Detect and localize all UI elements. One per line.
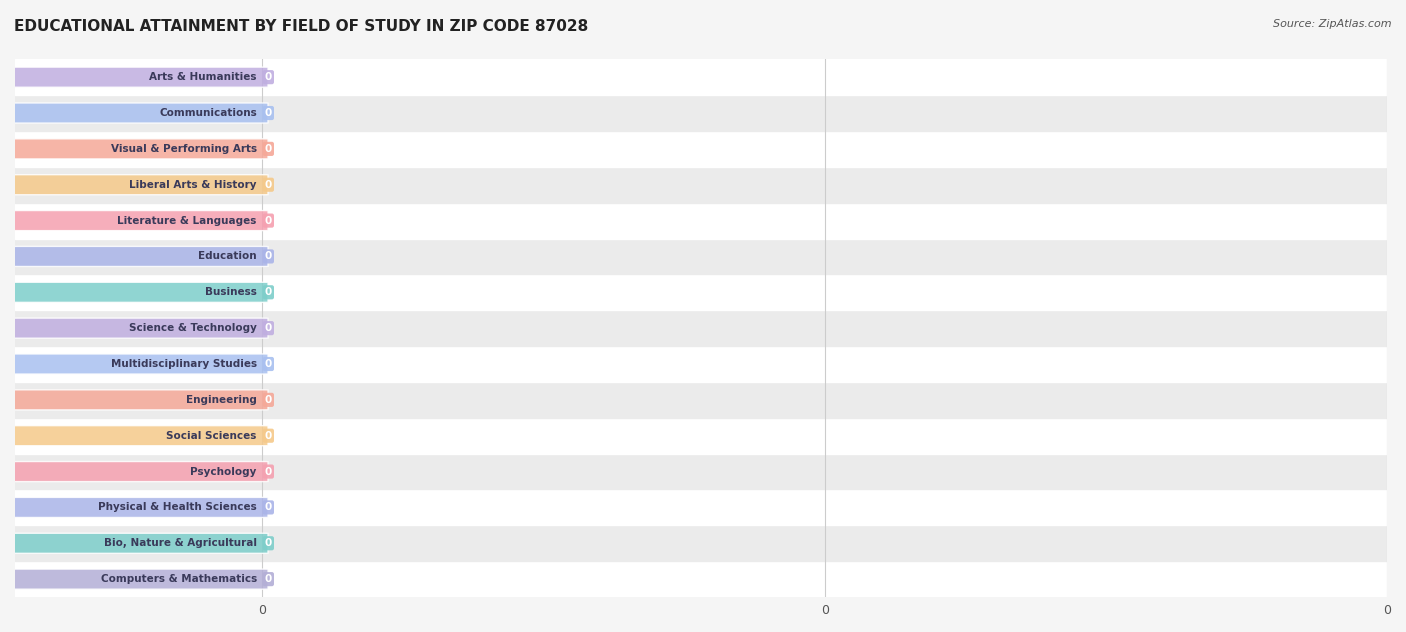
FancyBboxPatch shape [11, 283, 269, 302]
Bar [15, 203, 1386, 238]
Text: 0: 0 [264, 216, 271, 226]
Text: Education: Education [198, 252, 257, 262]
FancyBboxPatch shape [11, 533, 269, 553]
Bar [15, 490, 1386, 525]
Text: 0: 0 [264, 502, 271, 513]
Text: 0: 0 [264, 288, 271, 297]
Text: 0: 0 [264, 179, 271, 190]
Text: Liberal Arts & History: Liberal Arts & History [129, 179, 257, 190]
FancyBboxPatch shape [11, 174, 269, 195]
Text: 0: 0 [264, 108, 271, 118]
Text: Multidisciplinary Studies: Multidisciplinary Studies [111, 359, 257, 369]
Text: 0: 0 [264, 323, 271, 333]
Text: Science & Technology: Science & Technology [129, 323, 257, 333]
FancyBboxPatch shape [11, 210, 269, 231]
Bar [15, 274, 1386, 310]
FancyBboxPatch shape [11, 246, 269, 267]
Text: Business: Business [205, 288, 257, 297]
Text: Computers & Mathematics: Computers & Mathematics [101, 574, 257, 584]
FancyBboxPatch shape [11, 497, 269, 518]
FancyBboxPatch shape [11, 318, 269, 338]
Bar [15, 454, 1386, 490]
Bar [15, 59, 1386, 95]
Text: Visual & Performing Arts: Visual & Performing Arts [111, 144, 257, 154]
Text: EDUCATIONAL ATTAINMENT BY FIELD OF STUDY IN ZIP CODE 87028: EDUCATIONAL ATTAINMENT BY FIELD OF STUDY… [14, 19, 588, 34]
Text: Physical & Health Sciences: Physical & Health Sciences [98, 502, 257, 513]
FancyBboxPatch shape [11, 461, 269, 482]
FancyBboxPatch shape [11, 390, 269, 410]
Text: 0: 0 [264, 144, 271, 154]
FancyBboxPatch shape [11, 569, 269, 589]
Text: 0: 0 [264, 574, 271, 584]
Bar [15, 131, 1386, 167]
Text: Social Sciences: Social Sciences [166, 431, 257, 441]
FancyBboxPatch shape [11, 67, 269, 87]
Bar [15, 95, 1386, 131]
Text: 0: 0 [264, 72, 271, 82]
Bar [15, 382, 1386, 418]
Text: 0: 0 [264, 466, 271, 477]
Bar [15, 167, 1386, 203]
Bar [15, 561, 1386, 597]
FancyBboxPatch shape [11, 103, 269, 123]
Text: 0: 0 [264, 431, 271, 441]
Text: Arts & Humanities: Arts & Humanities [149, 72, 257, 82]
Bar [15, 238, 1386, 274]
FancyBboxPatch shape [11, 354, 269, 374]
Text: Engineering: Engineering [186, 395, 257, 405]
Text: Psychology: Psychology [190, 466, 257, 477]
Bar [15, 346, 1386, 382]
FancyBboxPatch shape [11, 426, 269, 446]
Text: Bio, Nature & Agricultural: Bio, Nature & Agricultural [104, 538, 257, 549]
Text: Communications: Communications [159, 108, 257, 118]
Text: 0: 0 [264, 395, 271, 405]
Text: 0: 0 [264, 252, 271, 262]
Text: 0: 0 [264, 359, 271, 369]
FancyBboxPatch shape [11, 139, 269, 159]
Bar [15, 310, 1386, 346]
Text: 0: 0 [264, 538, 271, 549]
Bar [15, 418, 1386, 454]
Text: Source: ZipAtlas.com: Source: ZipAtlas.com [1274, 19, 1392, 29]
Bar [15, 525, 1386, 561]
Text: Literature & Languages: Literature & Languages [118, 216, 257, 226]
